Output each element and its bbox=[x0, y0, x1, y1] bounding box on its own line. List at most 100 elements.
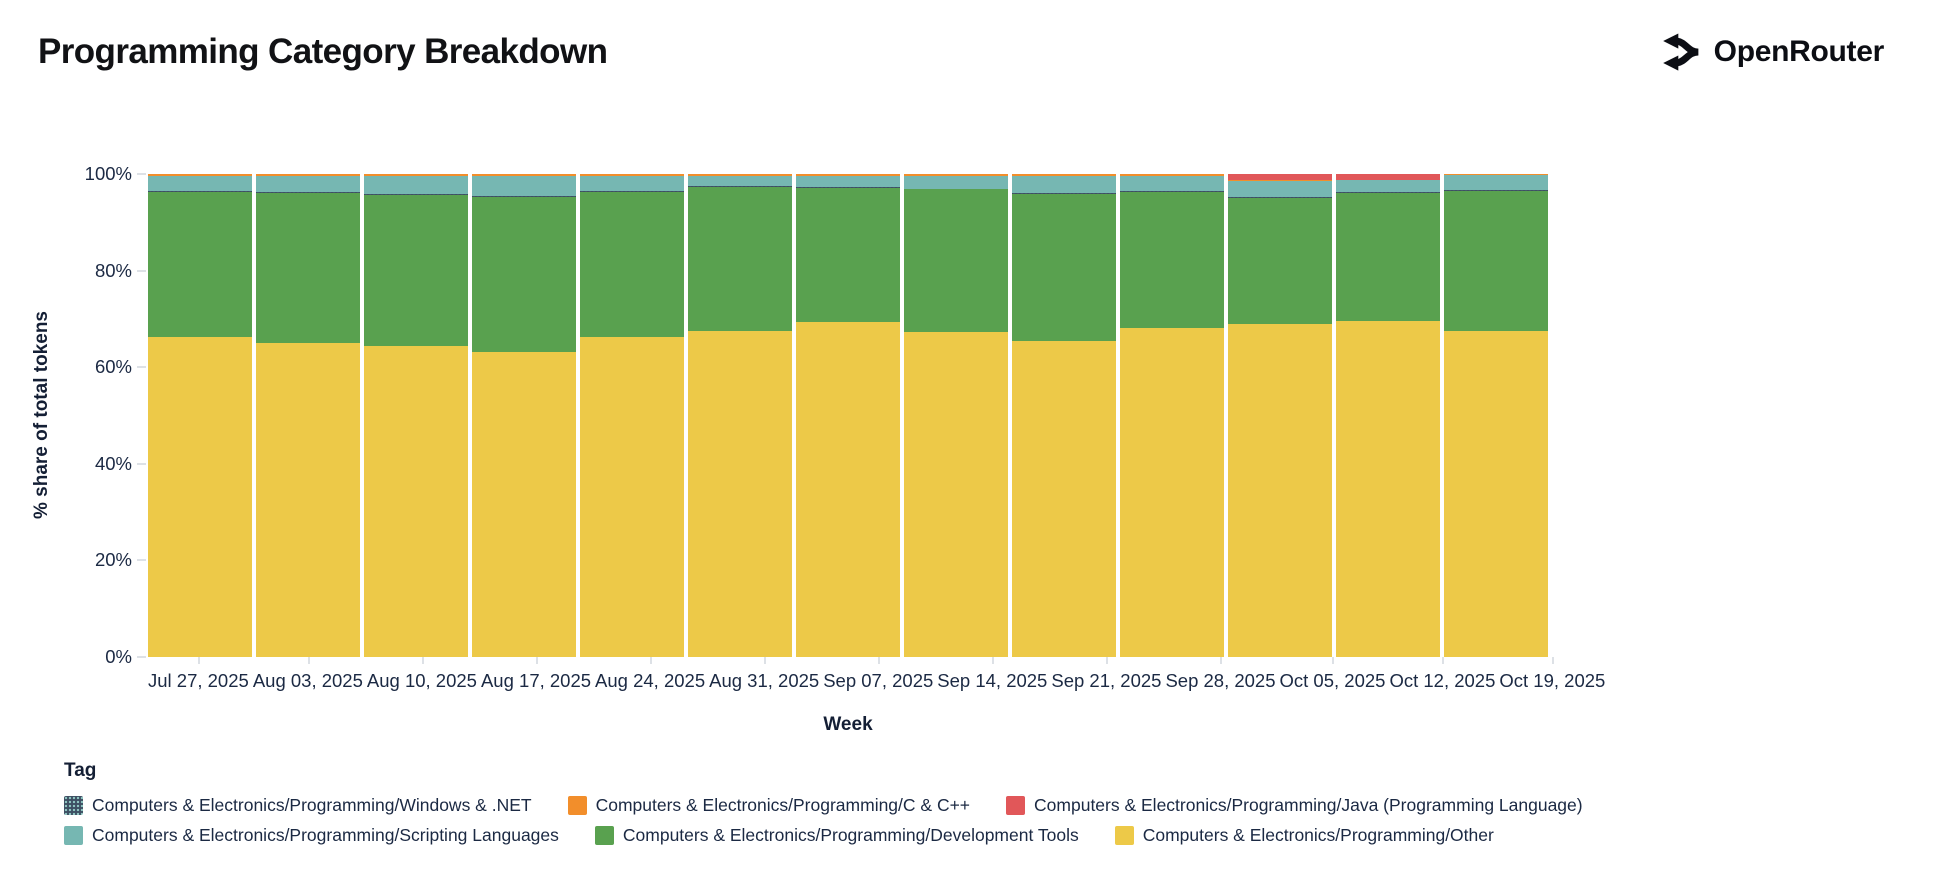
bar-segment-windows_net[interactable] bbox=[256, 192, 360, 194]
bar-segment-scripting[interactable] bbox=[688, 175, 792, 187]
bar-segment-other[interactable] bbox=[904, 331, 1008, 657]
stacked-bar[interactable] bbox=[1012, 174, 1116, 657]
bar-segment-dev_tools[interactable] bbox=[688, 187, 792, 332]
bar-segment-dev_tools[interactable] bbox=[1120, 192, 1224, 328]
bar-segment-other[interactable] bbox=[472, 352, 576, 657]
bar-segment-windows_net[interactable] bbox=[904, 188, 1008, 190]
legend-swatch-scripting bbox=[64, 826, 83, 845]
bar-segment-other[interactable] bbox=[580, 337, 684, 657]
bar-segment-dev_tools[interactable] bbox=[472, 197, 576, 353]
stacked-bar[interactable] bbox=[472, 174, 576, 657]
bar-segment-java[interactable] bbox=[1228, 174, 1332, 181]
bar-segment-java[interactable] bbox=[1336, 174, 1440, 180]
bar-segment-other[interactable] bbox=[1228, 323, 1332, 657]
legend-label: Computers & Electronics/Programming/Deve… bbox=[622, 825, 1079, 845]
bar-segment-other[interactable] bbox=[148, 336, 252, 657]
bar-segment-dev_tools[interactable] bbox=[1444, 190, 1548, 331]
y-tick-label: 20% bbox=[94, 549, 132, 571]
legend-item-scripting[interactable]: Computers & Electronics/Programming/Scri… bbox=[64, 825, 559, 846]
bar-segment-c_cpp[interactable] bbox=[256, 174, 360, 176]
stacked-bar-chart: % share of total tokens 0% 20% 40% 60% 80% 10… bbox=[0, 163, 1946, 736]
stacked-bar[interactable] bbox=[148, 174, 252, 657]
bar-segment-dev_tools[interactable] bbox=[364, 194, 468, 346]
bar-segment-other[interactable] bbox=[688, 331, 792, 657]
y-tick-mark bbox=[137, 462, 146, 465]
bar-segment-scripting[interactable] bbox=[364, 175, 468, 194]
bar-segment-windows_net[interactable] bbox=[364, 193, 468, 195]
legend-item-windows_net[interactable]: Computers & Electronics/Programming/Wind… bbox=[64, 795, 532, 816]
bar-segment-windows_net[interactable] bbox=[580, 191, 684, 193]
bar-segment-other[interactable] bbox=[364, 345, 468, 657]
bar-segment-c_cpp[interactable] bbox=[1012, 174, 1116, 176]
x-tick-label: Aug 03, 2025 bbox=[253, 657, 363, 692]
bar-segment-windows_net[interactable] bbox=[1336, 192, 1440, 194]
stacked-bar[interactable] bbox=[256, 174, 360, 657]
plot-area bbox=[148, 174, 1548, 657]
bar-segment-scripting[interactable] bbox=[580, 175, 684, 192]
bar-segment-dev_tools[interactable] bbox=[580, 192, 684, 338]
bar-segment-dev_tools[interactable] bbox=[904, 189, 1008, 332]
bar-segment-dev_tools[interactable] bbox=[796, 187, 900, 323]
bar-segment-c_cpp[interactable] bbox=[364, 174, 468, 176]
bar-segment-other[interactable] bbox=[1012, 340, 1116, 657]
stacked-bar[interactable] bbox=[688, 174, 792, 657]
bar-segment-scripting[interactable] bbox=[1012, 175, 1116, 193]
bar-segment-scripting[interactable] bbox=[148, 175, 252, 191]
bar-segment-windows_net[interactable] bbox=[148, 190, 252, 192]
bar-segment-c_cpp[interactable] bbox=[580, 174, 684, 176]
stacked-bar[interactable] bbox=[1444, 174, 1548, 657]
bar-segment-c_cpp[interactable] bbox=[1120, 174, 1224, 176]
y-tick-label: 80% bbox=[94, 259, 132, 281]
y-tick-label: 100% bbox=[84, 163, 132, 184]
bar-segment-scripting[interactable] bbox=[1228, 180, 1332, 198]
bar-segment-dev_tools[interactable] bbox=[1228, 198, 1332, 324]
plot-column: Jul 27, 2025 Aug 03, 2025 Aug 10, 2025 Aug … bbox=[148, 174, 1605, 736]
legend-item-c_cpp[interactable]: Computers & Electronics/Programming/C & … bbox=[567, 795, 970, 816]
bar-segment-scripting[interactable] bbox=[904, 175, 1008, 189]
bar-segment-other[interactable] bbox=[1444, 330, 1548, 657]
bar-segment-dev_tools[interactable] bbox=[1336, 193, 1440, 322]
bar-segment-scripting[interactable] bbox=[1444, 175, 1548, 190]
bar-segment-windows_net[interactable] bbox=[796, 186, 900, 188]
stacked-bar[interactable] bbox=[1228, 174, 1332, 657]
stacked-bar[interactable] bbox=[904, 174, 1008, 657]
bar-segment-c_cpp[interactable] bbox=[472, 174, 576, 176]
bar-segment-other[interactable] bbox=[1120, 327, 1224, 657]
stacked-bar[interactable] bbox=[1120, 174, 1224, 657]
bar-segment-windows_net[interactable] bbox=[1120, 191, 1224, 193]
bar-segment-scripting[interactable] bbox=[1336, 180, 1440, 193]
stacked-bar[interactable] bbox=[580, 174, 684, 657]
bar-segment-c_cpp[interactable] bbox=[148, 174, 252, 176]
bar-segment-windows_net[interactable] bbox=[688, 186, 792, 188]
stacked-bar[interactable] bbox=[364, 174, 468, 657]
bar-segment-other[interactable] bbox=[1336, 321, 1440, 657]
bar-segment-c_cpp[interactable] bbox=[796, 174, 900, 176]
bar-segment-windows_net[interactable] bbox=[1444, 189, 1548, 191]
y-tick-label: 60% bbox=[94, 356, 132, 378]
legend-swatch-windows_net bbox=[64, 796, 83, 815]
bar-segment-dev_tools[interactable] bbox=[148, 191, 252, 337]
bar-segment-other[interactable] bbox=[256, 343, 360, 657]
bar-segment-windows_net[interactable] bbox=[1012, 192, 1116, 194]
legend-item-other[interactable]: Computers & Electronics/Programming/Othe… bbox=[1114, 825, 1494, 846]
bar-segment-c_cpp[interactable] bbox=[688, 174, 792, 176]
y-tick-mark bbox=[137, 173, 146, 175]
bar-segment-dev_tools[interactable] bbox=[256, 193, 360, 344]
stacked-bar[interactable] bbox=[796, 174, 900, 657]
bar-segment-windows_net[interactable] bbox=[1228, 197, 1332, 199]
legend-rows: Computers & Electronics/Programming/Wind… bbox=[64, 795, 1946, 846]
stacked-bar[interactable] bbox=[1336, 174, 1440, 657]
bar-segment-scripting[interactable] bbox=[472, 175, 576, 197]
bar-segment-scripting[interactable] bbox=[1120, 175, 1224, 192]
x-tick-label: Sep 14, 2025 bbox=[937, 657, 1047, 692]
bar-segment-other[interactable] bbox=[796, 322, 900, 657]
legend-item-dev_tools[interactable]: Computers & Electronics/Programming/Deve… bbox=[594, 825, 1079, 846]
y-axis: 0% 20% 40% 60% 80% 100% bbox=[64, 163, 148, 667]
bar-segment-windows_net[interactable] bbox=[472, 196, 576, 198]
legend-item-java[interactable]: Computers & Electronics/Programming/Java… bbox=[1006, 795, 1583, 816]
bar-segment-c_cpp[interactable] bbox=[1444, 174, 1548, 175]
bar-segment-c_cpp[interactable] bbox=[904, 174, 1008, 176]
bar-segment-scripting[interactable] bbox=[796, 175, 900, 187]
bar-segment-dev_tools[interactable] bbox=[1012, 193, 1116, 341]
bar-segment-scripting[interactable] bbox=[256, 175, 360, 193]
